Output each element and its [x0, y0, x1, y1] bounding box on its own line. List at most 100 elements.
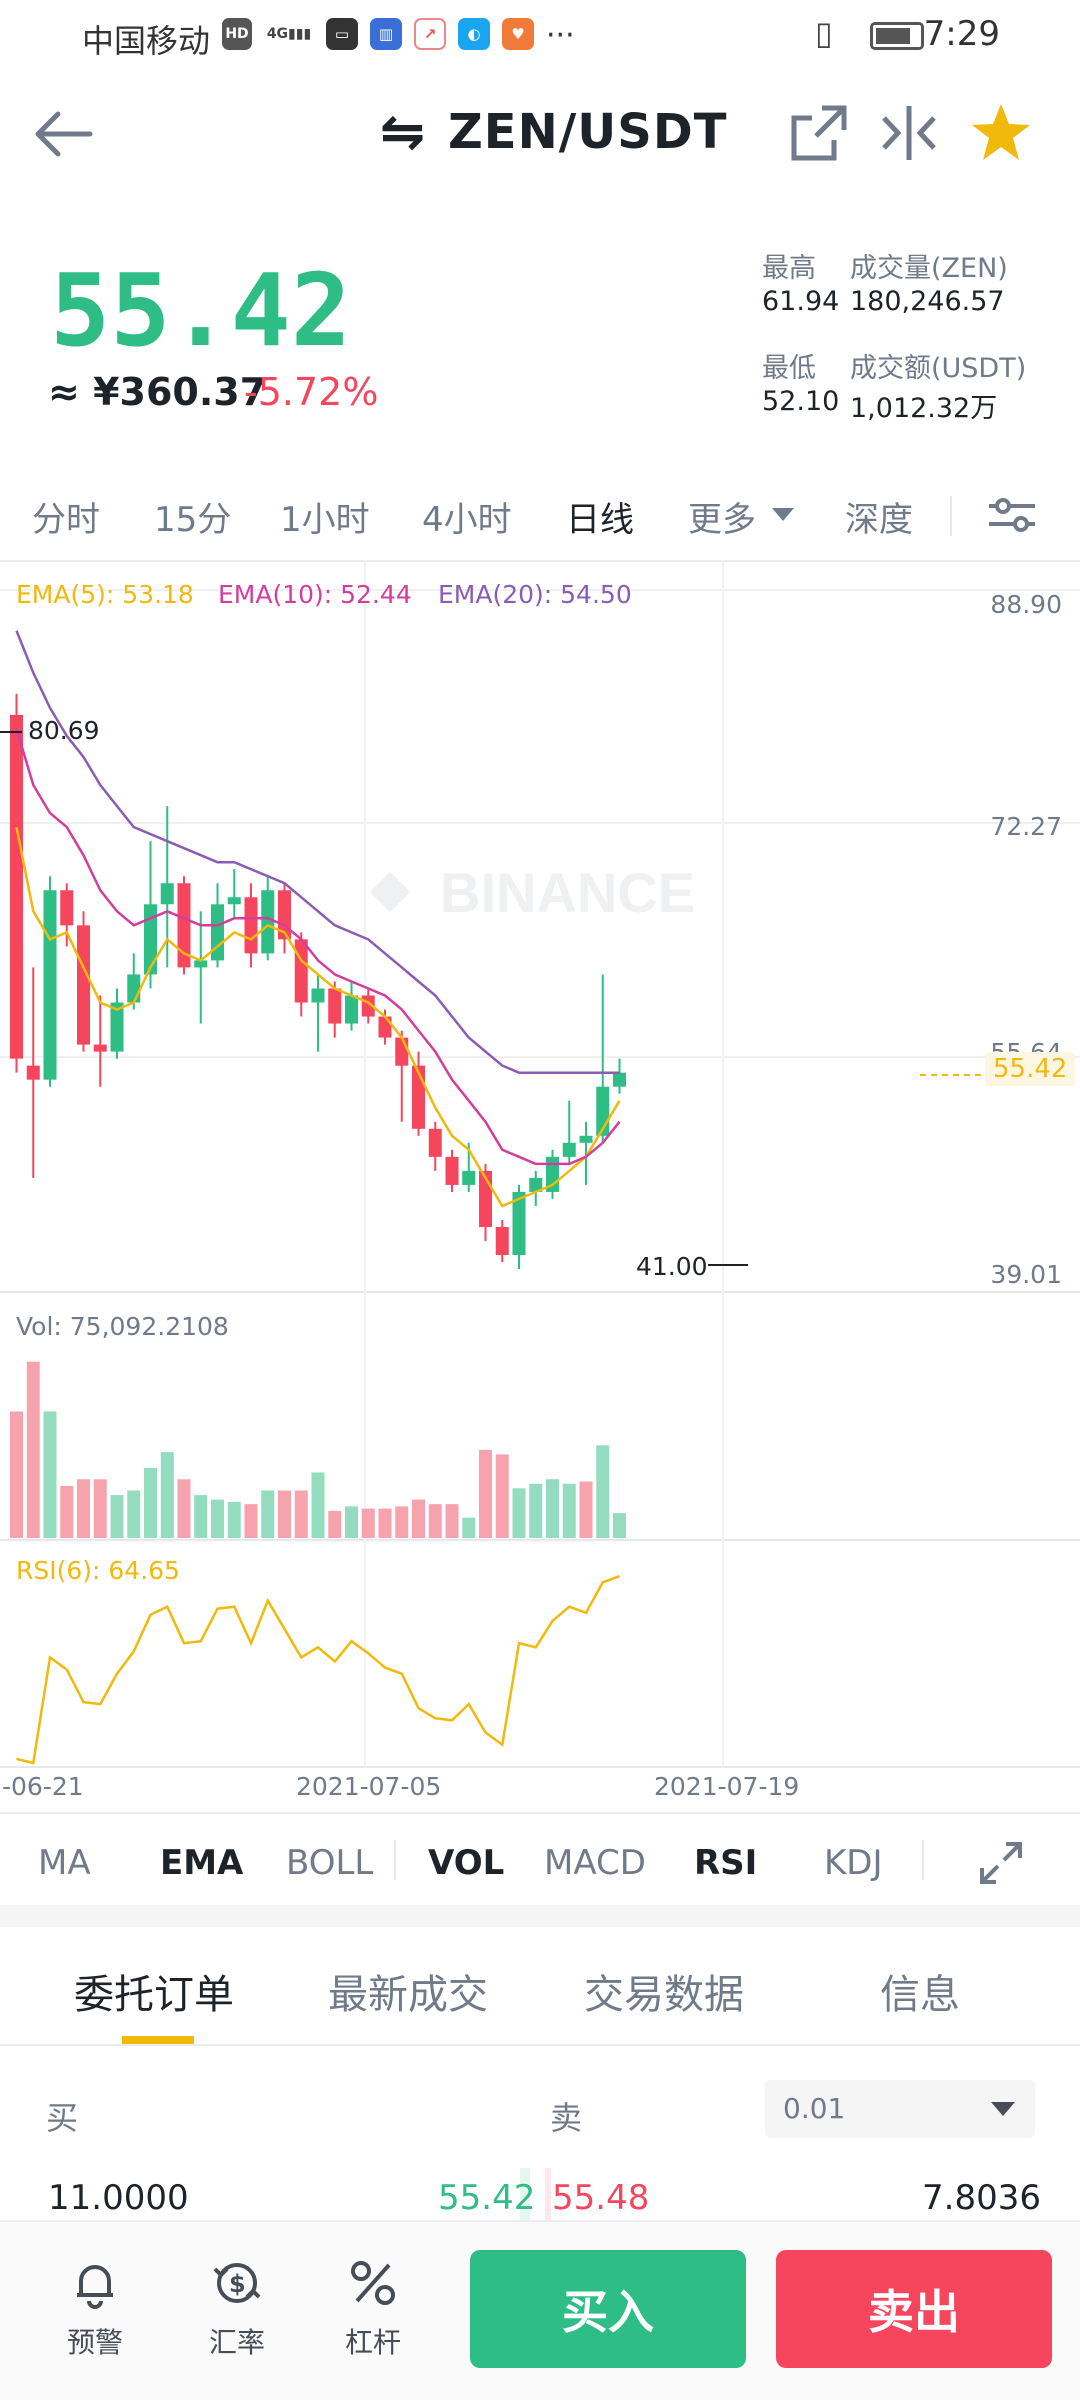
- fiat-price: ≈ ¥360.37: [48, 370, 267, 414]
- volume-bar: [311, 1472, 325, 1538]
- last-price: 55.42: [50, 252, 352, 369]
- volume-bar: [194, 1495, 208, 1538]
- tab-open-orders[interactable]: 委托订单: [74, 1972, 234, 2018]
- volume-bar: [412, 1499, 425, 1538]
- indicator-rsi[interactable]: RSI: [694, 1843, 758, 1883]
- bid-price[interactable]: 55.42: [438, 2178, 536, 2218]
- volume-bar: [110, 1495, 124, 1538]
- buy-button[interactable]: 买入: [470, 2250, 746, 2368]
- leverage-label: 杠杆: [344, 2326, 401, 2359]
- app-icon-chart: ↗: [414, 18, 446, 50]
- volume-bar: [512, 1488, 526, 1538]
- candle-body: [579, 1135, 593, 1143]
- indicator-divider-2: [922, 1840, 924, 1880]
- candle-body: [428, 1128, 442, 1157]
- more-dropdown-icon[interactable]: [772, 508, 794, 521]
- app-icon-blue: ▥: [370, 18, 402, 50]
- bid-quantity: 11.0000: [48, 2178, 189, 2218]
- candle-body: [261, 890, 275, 954]
- rsi-label: RSI(6): 64.65: [16, 1556, 180, 1585]
- candle-body: [60, 890, 74, 926]
- precision-select[interactable]: 0.01: [765, 2080, 1035, 2138]
- candle-body: [160, 883, 174, 905]
- candle-body: [512, 1191, 526, 1256]
- indicator-macd[interactable]: MACD: [544, 1843, 646, 1883]
- volume-bar: [579, 1481, 593, 1538]
- indicator-boll[interactable]: BOLL: [286, 1843, 374, 1883]
- exchange-rate-button[interactable]: $ 汇率: [182, 2255, 292, 2361]
- high-value: 61.94: [762, 286, 840, 317]
- swap-pair-icon[interactable]: ⇋: [380, 100, 426, 163]
- hd-icon: HD: [222, 18, 252, 50]
- volume-bar: [127, 1490, 141, 1538]
- x-axis-date-2: 2021-07-05: [296, 1772, 442, 1801]
- candle-body: [345, 995, 358, 1024]
- huawei-icon: ▭: [326, 18, 358, 50]
- tab-1h[interactable]: 1小时: [280, 500, 370, 540]
- chart-settings-icon[interactable]: [985, 492, 1039, 538]
- turnover-value: 1,012.32万: [850, 393, 998, 424]
- external-link-icon[interactable]: [786, 100, 852, 166]
- candle-body: [613, 1072, 626, 1087]
- tab-divider: [950, 496, 952, 536]
- candle-body: [395, 1037, 409, 1066]
- tab-daily[interactable]: 日线: [566, 500, 634, 540]
- volume-bar: [462, 1517, 476, 1538]
- ask-depth-bar: [545, 2168, 551, 2220]
- y-axis-mid: 72.27: [990, 812, 1062, 841]
- tab-4h[interactable]: 4小时: [422, 500, 512, 540]
- volume-label: Vol: 75,092.2108: [16, 1312, 229, 1341]
- currency-exchange-icon: $: [213, 2263, 261, 2303]
- fullscreen-icon[interactable]: [976, 1838, 1026, 1888]
- indicator-vol[interactable]: VOL: [428, 1843, 505, 1883]
- binance-watermark: BINANCE: [440, 861, 695, 924]
- turnover-label: 成交额(USDT): [850, 353, 1027, 384]
- status-icons: HD 4G▮▮▮ ▭ ▥ ↗ ◐ ♥ ···: [222, 18, 575, 53]
- active-tab-indicator: [122, 2036, 194, 2044]
- candle-body: [462, 1170, 476, 1185]
- candle-body: [177, 883, 191, 968]
- candle-body: [495, 1227, 509, 1256]
- section-gap: [0, 1905, 1080, 1927]
- indicator-ema[interactable]: EMA: [160, 1843, 244, 1883]
- pair-title[interactable]: ZEN/USDT: [448, 104, 728, 160]
- volume-bar: [77, 1479, 90, 1538]
- volume-bar: [361, 1508, 375, 1538]
- indicator-kdj[interactable]: KDJ: [824, 1843, 883, 1883]
- tab-recent-trades[interactable]: 最新成交: [328, 1972, 488, 2018]
- volume-bar: [596, 1445, 610, 1538]
- candle-body: [294, 939, 308, 1003]
- buy-column-label: 买: [46, 2099, 79, 2137]
- volume-label: 成交量(ZEN): [850, 253, 1008, 284]
- ema20-label: EMA(20): 54.50: [438, 580, 632, 609]
- tab-trade-data[interactable]: 交易数据: [584, 1972, 744, 2018]
- kline-chart[interactable]: BINANCE: [0, 562, 1080, 1812]
- ema-series-line: [15, 728, 621, 1166]
- compare-icon[interactable]: [876, 100, 942, 166]
- x-axis-date-3: 2021-07-19: [654, 1772, 800, 1801]
- favorite-star-icon[interactable]: [968, 100, 1034, 166]
- tab-more[interactable]: 更多: [688, 500, 756, 540]
- alert-button[interactable]: 预警: [40, 2255, 150, 2361]
- ask-price[interactable]: 55.48: [552, 2178, 650, 2218]
- low-value: 52.10: [762, 386, 840, 417]
- tab-info[interactable]: 信息: [880, 1972, 960, 2018]
- candle-body: [93, 1044, 107, 1052]
- indicator-ma[interactable]: MA: [38, 1843, 91, 1883]
- max-marker-label: 80.69: [28, 716, 100, 745]
- candle-body: [227, 897, 241, 905]
- volume-bar: [177, 1479, 191, 1538]
- tab-timeline[interactable]: 分时: [32, 500, 100, 540]
- tab-depth[interactable]: 深度: [845, 500, 913, 540]
- sell-button[interactable]: 卖出: [776, 2250, 1052, 2368]
- tab-15m[interactable]: 15分: [154, 500, 232, 540]
- leverage-button[interactable]: 杠杆: [318, 2255, 428, 2361]
- volume-bar: [562, 1483, 576, 1538]
- alert-label: 预警: [66, 2326, 123, 2359]
- low-label: 最低: [762, 353, 816, 384]
- candle-body: [529, 1177, 543, 1192]
- candle-body: [311, 988, 325, 1003]
- min-marker-label: 41.00: [636, 1252, 708, 1281]
- back-arrow-icon[interactable]: [30, 100, 100, 170]
- svg-text:$: $: [229, 2270, 246, 2298]
